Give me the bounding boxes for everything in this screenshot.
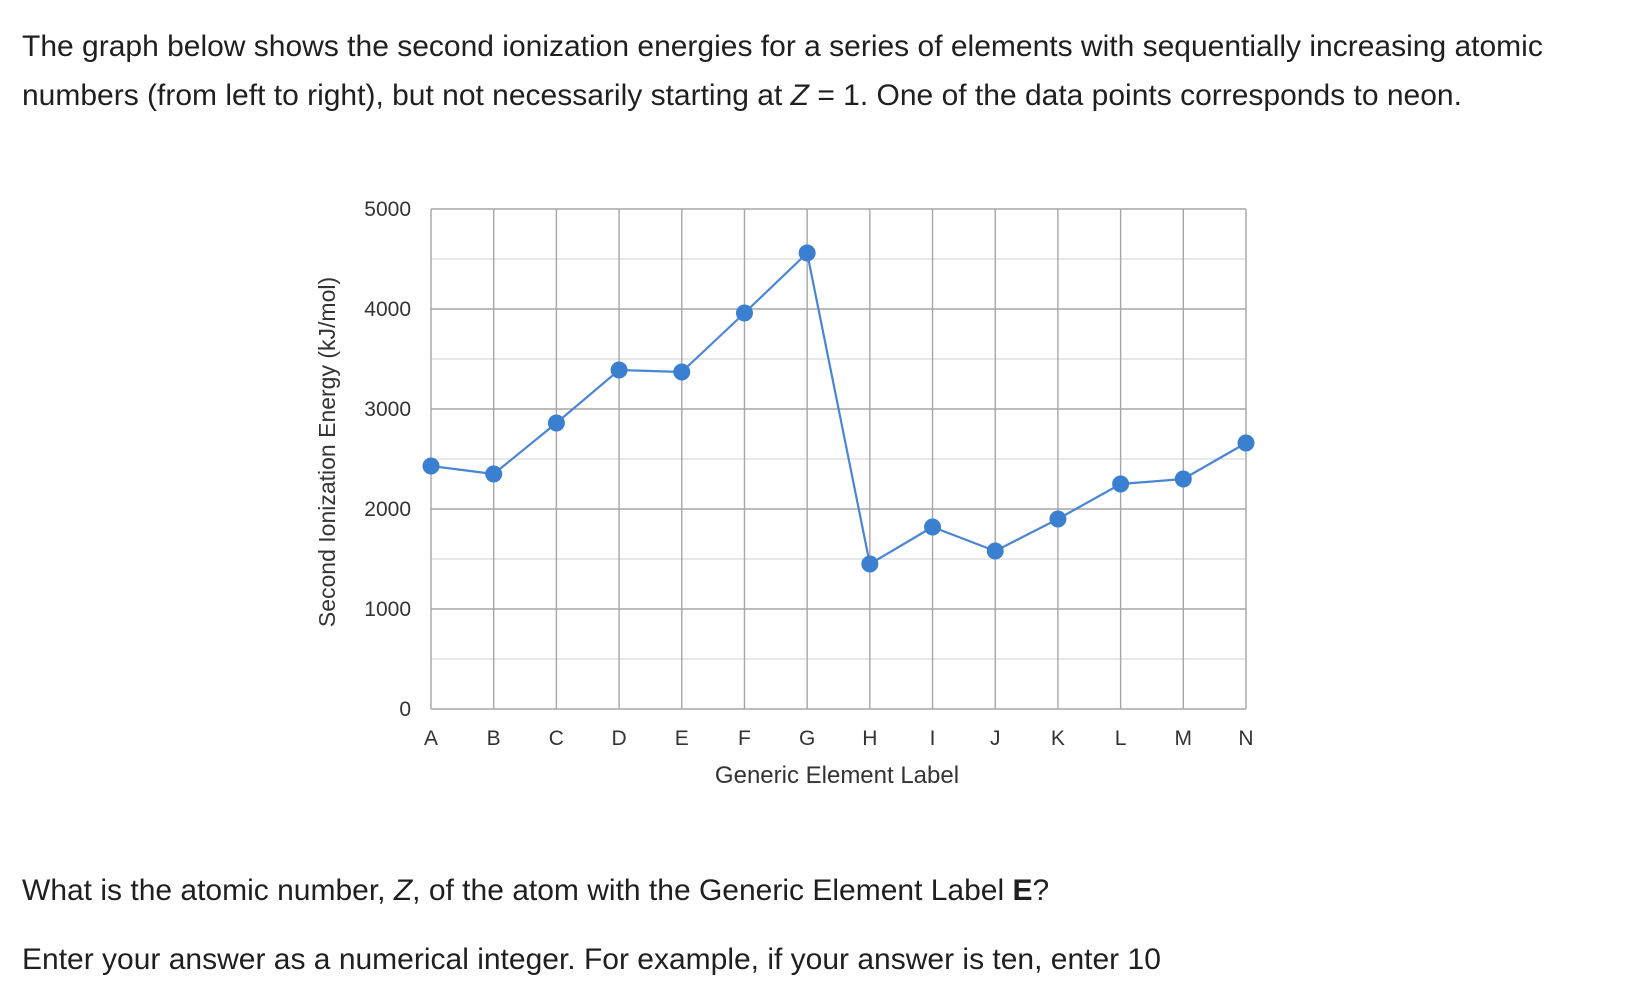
data-point xyxy=(1049,510,1067,528)
intro-text-1: The graph below shows the second ionizat… xyxy=(22,30,1543,112)
x-tick-label: I xyxy=(930,727,936,750)
data-point xyxy=(422,457,440,475)
series-line xyxy=(430,251,1247,566)
intro-paragraph: The graph below shows the second ionizat… xyxy=(22,22,1622,120)
x-tick-label: A xyxy=(424,727,438,750)
x-tick-label: H xyxy=(862,727,877,750)
y-tick-label: 5000 xyxy=(364,198,411,221)
x-tick-label: L xyxy=(1115,727,1127,750)
y-tick-label: 3000 xyxy=(364,398,411,421)
y-axis-ticks: 0 1000 2000 3000 4000 5000 xyxy=(364,198,411,721)
y-tick-label: 1000 xyxy=(364,598,411,621)
z-symbol: Z xyxy=(790,79,809,112)
question-text-2: , of the atom with the Generic Element L… xyxy=(412,874,1013,907)
chart-grid xyxy=(430,208,1247,710)
x-tick-label: D xyxy=(611,727,626,750)
y-tick-label: 4000 xyxy=(364,298,411,321)
data-point xyxy=(673,363,691,381)
data-points xyxy=(422,244,1255,573)
x-tick-label: F xyxy=(738,727,751,750)
data-point xyxy=(986,542,1004,560)
data-point xyxy=(1237,434,1255,452)
data-point xyxy=(610,361,628,379)
data-point xyxy=(924,518,942,536)
instructions-paragraph: Enter your answer as a numerical integer… xyxy=(22,943,1161,976)
data-point xyxy=(798,244,816,262)
x-tick-label: M xyxy=(1175,727,1193,750)
x-tick-label: G xyxy=(799,727,815,750)
y-axis-label: Second Ionization Energy (kJ/mol) xyxy=(314,277,340,627)
question-text-3: ? xyxy=(1032,874,1050,907)
x-tick-label: K xyxy=(1051,727,1065,750)
question-z-symbol: Z xyxy=(393,874,413,907)
x-tick-label: C xyxy=(549,727,564,750)
question-paragraph: What is the atomic number, Z, of the ato… xyxy=(22,872,1049,910)
x-axis-label: Generic Element Label xyxy=(715,762,959,789)
data-point xyxy=(861,555,879,573)
x-tick-label: E xyxy=(675,727,689,750)
data-point xyxy=(1112,475,1130,493)
data-point xyxy=(1174,470,1192,488)
x-tick-label: J xyxy=(990,727,1001,750)
data-point xyxy=(735,304,753,322)
question-label-e: E xyxy=(1012,874,1033,907)
x-tick-label: B xyxy=(487,727,501,750)
y-tick-label: 0 xyxy=(399,698,411,721)
x-tick-label: N xyxy=(1238,727,1253,750)
y-tick-label: 2000 xyxy=(364,498,411,521)
ionization-energy-chart: 0 1000 2000 3000 4000 5000 A B C D E F G H I J K L M N Sec… xyxy=(314,198,1255,789)
data-point xyxy=(547,414,565,432)
intro-text-2: = 1. One of the data points corresponds … xyxy=(808,79,1462,112)
x-axis-ticks: A B C D E F G H I J K L M N xyxy=(424,727,1254,750)
data-point xyxy=(485,465,503,483)
question-text-1: What is the atomic number, xyxy=(22,874,394,907)
